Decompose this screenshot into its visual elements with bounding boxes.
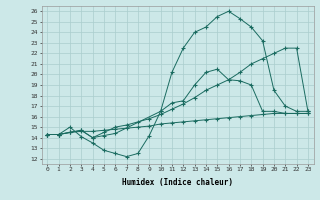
X-axis label: Humidex (Indice chaleur): Humidex (Indice chaleur) bbox=[122, 178, 233, 187]
